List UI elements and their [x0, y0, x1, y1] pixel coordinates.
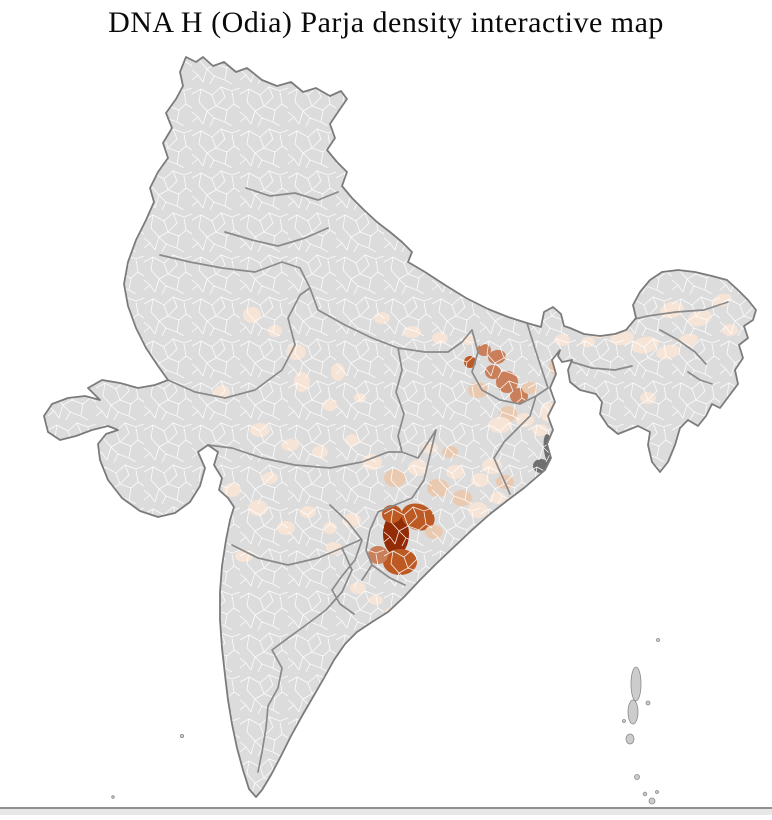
island [625, 733, 635, 745]
district-density-level-1[interactable] [207, 534, 223, 546]
island [634, 774, 640, 780]
island [645, 700, 651, 706]
island [648, 797, 656, 805]
island [622, 719, 626, 723]
island [179, 734, 184, 739]
district-density-level-2[interactable] [428, 569, 448, 587]
state-borders [159, 187, 729, 773]
island [655, 790, 659, 794]
island [630, 666, 642, 702]
page-title: DNA H (Odia) Parja density interactive m… [108, 6, 664, 39]
district-density-level-1[interactable] [191, 556, 205, 572]
island [656, 638, 660, 642]
islands-layer [111, 638, 660, 805]
island [642, 791, 648, 797]
horizontal-scrollbar[interactable] [0, 807, 772, 815]
island [111, 795, 115, 799]
island [627, 699, 639, 725]
